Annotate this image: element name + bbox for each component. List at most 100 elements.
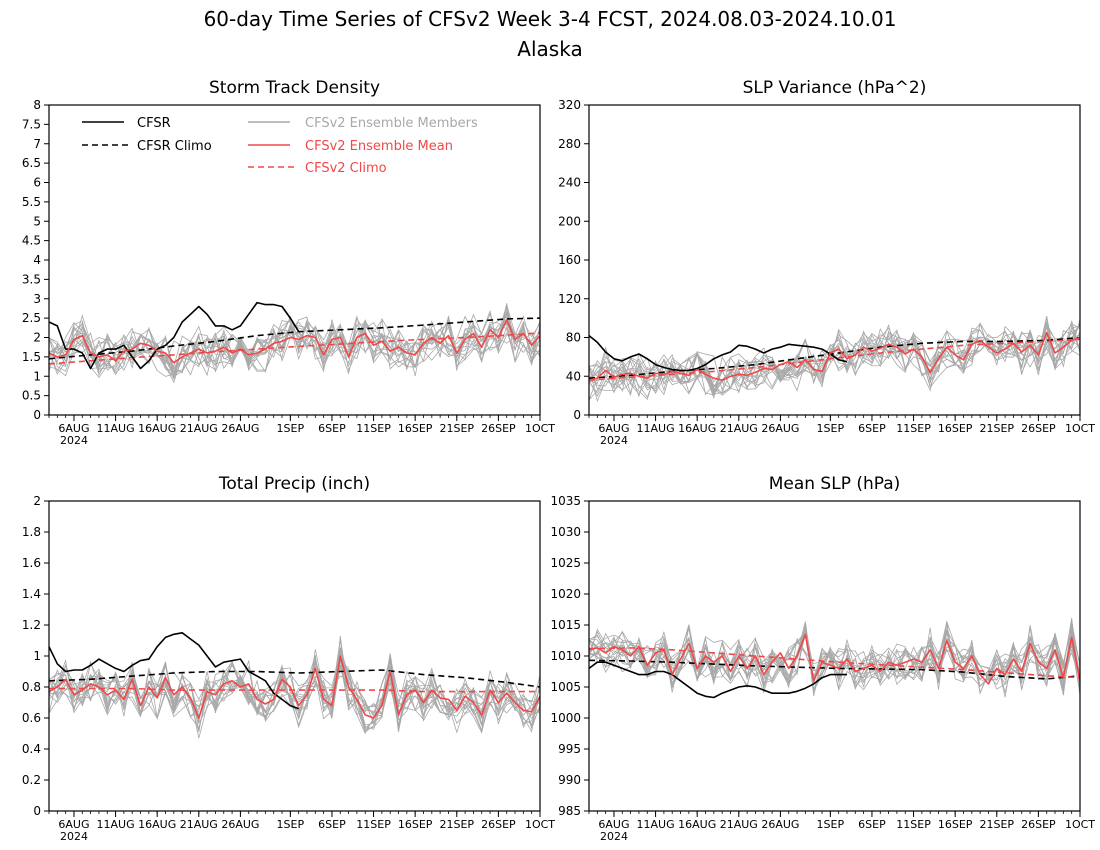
y-tick-label: 1.6 xyxy=(22,556,41,570)
x-tick-label: 1OCT xyxy=(1065,818,1095,831)
y-tick-label: 1000 xyxy=(550,711,581,725)
y-tick-label: 1020 xyxy=(550,587,581,601)
y-tick-label: 40 xyxy=(566,369,581,383)
x-tick-label: 11SEP xyxy=(896,422,931,435)
x-tick-label: 16SEP xyxy=(398,818,433,831)
y-tick-label: 1 xyxy=(33,369,41,383)
x-tick-label: 16AUG xyxy=(138,422,176,435)
panel-2-title: Total Precip (inch) xyxy=(218,474,370,494)
ensemble-member-line xyxy=(588,329,1081,401)
legend-ens-members-label: CFSv2 Ensemble Members xyxy=(305,116,478,131)
y-tick-label: 1 xyxy=(33,649,41,663)
y-tick-label: 7 xyxy=(33,137,41,151)
ensemble-member-line xyxy=(48,636,541,734)
x-tick-label: 16SEP xyxy=(938,422,973,435)
ensemble-member-line xyxy=(588,622,1081,690)
x-tick-label: 21AUG xyxy=(720,422,758,435)
y-tick-label: 990 xyxy=(558,773,581,787)
x-tick-label: 26AUG xyxy=(761,422,799,435)
y-tick-label: 1.2 xyxy=(22,618,41,632)
x-tick-label: 26SEP xyxy=(481,818,516,831)
y-tick-label: 1.8 xyxy=(22,525,41,539)
y-tick-label: 3 xyxy=(33,292,41,306)
x-tick-label: 21SEP xyxy=(439,818,474,831)
x-tick-label: 21AUG xyxy=(720,818,758,831)
figure-subtitle-region: Alaska xyxy=(517,37,582,61)
x-tick-label: 1SEP xyxy=(277,818,305,831)
y-tick-label: 0 xyxy=(33,408,41,422)
x-tick-label: 16SEP xyxy=(938,818,973,831)
x-tick-label: 26AUG xyxy=(221,818,259,831)
x-tick-label: 1OCT xyxy=(525,422,555,435)
x-tick-label: 11AUG xyxy=(97,818,135,831)
panel-2-series-cfsr-climo xyxy=(48,669,541,688)
y-tick-label: 0.5 xyxy=(22,389,41,403)
y-tick-label: 0.4 xyxy=(22,742,41,756)
ensemble-member-line xyxy=(48,316,541,375)
ensemble-member-line xyxy=(48,655,541,729)
legend: CFSR CFSR Climo CFSv2 Ensemble Members C… xyxy=(82,116,478,176)
x-tick-label: 6SEP xyxy=(858,818,886,831)
legend-cfsr-climo-label: CFSR Climo xyxy=(137,139,212,154)
panel-2-series-cfsv2-ensemble-mean xyxy=(48,655,541,719)
panel-2-series-cfsr xyxy=(48,631,299,710)
x-year-label: 2024 xyxy=(600,830,628,843)
y-tick-label: 320 xyxy=(558,98,581,112)
x-tick-label: 21SEP xyxy=(979,818,1014,831)
y-tick-label: 1005 xyxy=(550,680,581,694)
ensemble-member-line xyxy=(48,656,541,727)
x-tick-label: 26SEP xyxy=(1021,818,1056,831)
panel-2-series-cfsv2-climo xyxy=(49,687,540,693)
x-tick-label: 1SEP xyxy=(817,818,845,831)
x-tick-label: 16AUG xyxy=(678,818,716,831)
x-tick-label: 16AUG xyxy=(138,818,176,831)
y-tick-label: 5 xyxy=(33,214,41,228)
x-tick-label: 11SEP xyxy=(896,818,931,831)
x-year-label: 2024 xyxy=(60,830,88,843)
panel-2-plot-frame xyxy=(48,500,541,812)
panel-total-precip: Total Precip (inch) 0 0.2 0.4 0.6 0.8 1 1.2 1.4 1… xyxy=(22,474,555,843)
panel-3-series-cfsr xyxy=(588,661,847,699)
panel-1-ensemble-members xyxy=(588,316,1081,403)
y-tick-label: 200 xyxy=(558,214,581,228)
panel-1-series-cfsv2-ensemble-mean xyxy=(588,331,1081,381)
y-tick-label: 0 xyxy=(33,804,41,818)
y-tick-label: 4 xyxy=(33,253,41,267)
x-tick-label: 11AUG xyxy=(637,818,675,831)
x-tick-label: 11AUG xyxy=(97,422,135,435)
ensemble-member-line xyxy=(588,321,1081,403)
panel-1-series-cfsv2-climo xyxy=(588,338,1081,381)
panel-1-series-cfsr xyxy=(588,334,848,372)
y-tick-label: 1.4 xyxy=(22,587,41,601)
panel-3-series-cfsv2-ensemble-mean xyxy=(588,633,1081,685)
ensemble-member-line xyxy=(48,659,541,739)
y-tick-label: 6.5 xyxy=(22,156,41,170)
x-tick-label: 16AUG xyxy=(678,422,716,435)
y-tick-label: 7.5 xyxy=(22,117,41,131)
y-tick-label: 0 xyxy=(573,408,581,422)
x-tick-label: 1OCT xyxy=(1065,422,1095,435)
legend-cfsr-label: CFSR xyxy=(137,116,171,131)
x-tick-label: 21AUG xyxy=(180,818,218,831)
y-tick-label: 1030 xyxy=(550,525,581,539)
ensemble-member-line xyxy=(588,621,1081,693)
x-tick-label: 26SEP xyxy=(1021,422,1056,435)
x-tick-label: 6AUG xyxy=(598,818,629,831)
ensemble-member-line xyxy=(588,323,1081,395)
y-tick-label: 6 xyxy=(33,176,41,190)
y-tick-label: 2.5 xyxy=(22,311,41,325)
y-tick-label: 4.5 xyxy=(22,234,41,248)
y-tick-label: 80 xyxy=(566,331,581,345)
y-tick-label: 1.5 xyxy=(22,350,41,364)
y-tick-label: 3.5 xyxy=(22,272,41,286)
y-tick-label: 5.5 xyxy=(22,195,41,209)
x-tick-label: 1SEP xyxy=(277,422,305,435)
x-tick-label: 6AUG xyxy=(598,422,629,435)
x-tick-label: 26AUG xyxy=(761,818,799,831)
legend-cfsv2-climo-label: CFSv2 Climo xyxy=(305,161,387,176)
panel-0-title: Storm Track Density xyxy=(209,78,380,98)
x-tick-label: 6SEP xyxy=(318,818,346,831)
x-tick-label: 6AUG xyxy=(58,422,89,435)
panel-0-series-cfsv2-ensemble-mean xyxy=(48,319,541,364)
x-tick-label: 11AUG xyxy=(637,422,675,435)
